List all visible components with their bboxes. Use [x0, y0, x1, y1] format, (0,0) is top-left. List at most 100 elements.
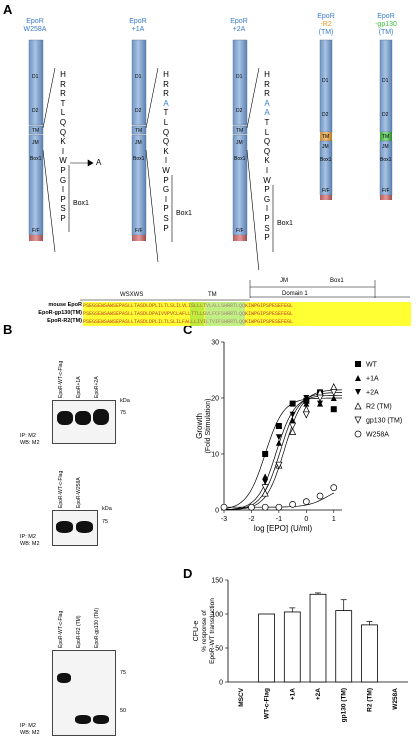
data-point — [289, 422, 297, 430]
alignment-header-lines — [249, 280, 410, 298]
data-point — [355, 375, 361, 381]
residue: S — [264, 223, 270, 233]
residue: R — [264, 79, 270, 89]
construct-top: EpoR — [230, 18, 248, 25]
domain-label-d2: D2 — [32, 108, 39, 114]
data-point — [289, 411, 296, 418]
construct-label-w258a: EpoR W258A — [17, 18, 53, 34]
receptor-r2tm — [319, 39, 333, 200]
blot-band — [93, 715, 109, 724]
domain-label-tm: TM — [322, 134, 330, 140]
residue: W — [59, 156, 67, 166]
residue: R — [163, 89, 169, 99]
residue: A — [264, 98, 270, 108]
residue: I — [164, 156, 168, 166]
bar — [335, 610, 353, 683]
panel-letter-b: B — [3, 322, 13, 337]
data-point — [275, 461, 283, 469]
receptor-plus1a — [131, 39, 147, 241]
series-4 — [261, 389, 338, 492]
lane-label: EpoR-gp130 (TM) — [94, 607, 100, 648]
residue: P — [163, 175, 169, 185]
domain-label-d2: D2 — [382, 112, 389, 118]
align-row-seq: PSEGSEWSAWSEPASLLTASDLDPLILTLSLILFALLLIV… — [83, 318, 411, 326]
panel-c: -3 -2 -1 0 1 0 10 20 30 log [EPO] (U/ml) Growth (Fo… — [180, 330, 416, 560]
residue: S — [163, 213, 169, 223]
y-tick-label: 150 — [211, 578, 223, 585]
blot-band — [56, 521, 73, 533]
tm-highlight-green — [190, 302, 204, 326]
marker-50: 50 — [120, 708, 127, 714]
domain-label-jm: JM — [135, 140, 142, 146]
tm-highlight — [205, 302, 245, 326]
data-point — [316, 394, 324, 402]
legend-label: W258A — [366, 432, 389, 439]
y-tick-label: 0 — [215, 508, 219, 515]
residue: W — [162, 165, 170, 175]
align-row-seq: PSEGSEWSAWSEPASLLTASDLDPLILTLSLILVLISLLL… — [83, 302, 411, 310]
fit-curve — [224, 392, 343, 511]
ip-text: IP: M2 — [20, 534, 36, 540]
receptor-plus2a — [232, 39, 248, 241]
ip-label: IP: M2 WB: M2 — [20, 534, 40, 548]
box1-label: Box1 — [176, 210, 192, 217]
residue: P — [264, 185, 270, 195]
align-row-label: EpoR-R2(TM) — [47, 318, 82, 324]
panel-d: 0 50 100 150 CFU-e% response of EpoR-WT trans… — [180, 570, 416, 748]
wb-text: WB: M2 — [20, 440, 40, 446]
data-point — [248, 503, 255, 511]
residue: K — [264, 156, 270, 166]
legend-label: R2 (TM) — [366, 404, 392, 411]
data-point — [289, 501, 296, 508]
blot-band — [76, 521, 93, 533]
residue: R — [264, 89, 270, 99]
residue: I — [61, 185, 65, 195]
y-axis-label-2: % response of — [201, 610, 208, 652]
data-point — [302, 411, 310, 419]
align-header-tm: TM — [208, 292, 217, 298]
western-blot-2 — [52, 510, 98, 546]
category-label: MSCV — [238, 687, 245, 706]
blot-band — [75, 411, 91, 425]
y-tick-label: 20 — [211, 396, 219, 403]
western-blot-1 — [52, 400, 116, 444]
domain-label-d2: D2 — [135, 108, 142, 114]
residue: S — [60, 204, 66, 214]
ip-text: IP: M2 — [20, 723, 36, 729]
construct-bottom: +1A — [131, 26, 145, 33]
domain-label-d1: D1 — [322, 78, 329, 84]
residue: Q — [162, 127, 170, 137]
fit-curve — [223, 397, 342, 510]
data-point — [302, 405, 310, 413]
domain-label-box1: Box1 — [30, 156, 42, 162]
box1-label: Box1 — [73, 200, 89, 207]
residue: G — [59, 175, 67, 185]
category-label: gp130 (TM) — [341, 688, 348, 722]
marker-75: 75 — [120, 410, 127, 416]
kda-label: kDa — [120, 398, 130, 404]
residue: K — [60, 137, 66, 147]
residue: H — [163, 70, 169, 79]
residue: H — [264, 70, 270, 79]
x-tick-label: -2 — [248, 516, 254, 523]
lane-label: EpoR+2A — [94, 376, 100, 398]
legend-label: +2A — [366, 390, 379, 397]
domain-label-jm: JM — [322, 144, 329, 150]
receptor-gp130tm — [379, 39, 393, 200]
legend-label: WT — [366, 362, 378, 369]
data-point — [289, 417, 296, 424]
residue: T — [264, 117, 270, 127]
blot-band — [93, 409, 109, 425]
construct-label-plus1a: EpoR +1A — [120, 18, 156, 34]
x-tick-label: -3 — [221, 516, 227, 523]
domain-label-tm: TM — [135, 128, 143, 134]
domain-label-d2: D2 — [322, 112, 329, 118]
box1-label: Box1 — [277, 220, 293, 227]
bar — [258, 613, 275, 683]
data-point — [354, 430, 362, 438]
domain-label-jm: JM — [236, 140, 243, 146]
receptor-diagrams — [28, 39, 393, 270]
